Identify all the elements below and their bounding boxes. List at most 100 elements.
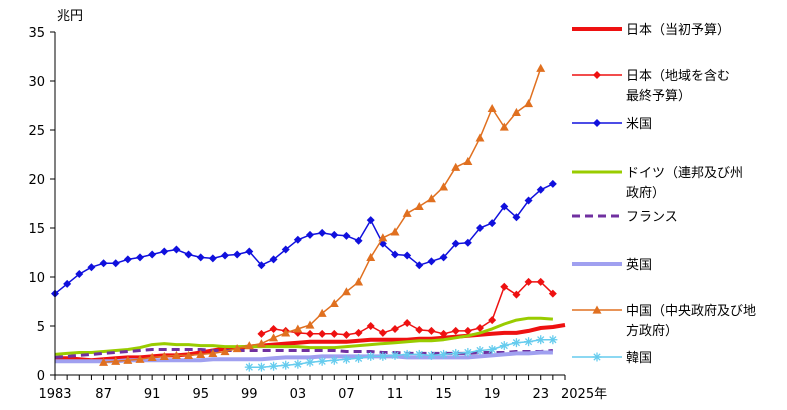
legend-item-france: フランス (572, 210, 678, 225)
data-point-japan-final (476, 323, 484, 332)
data-point-japan-final (536, 277, 545, 286)
data-point-japan-final (391, 324, 399, 333)
data-point-usa (269, 255, 278, 264)
data-point-usa (148, 250, 157, 259)
data-point-japan-final (451, 326, 460, 335)
data-point-usa (488, 219, 497, 228)
data-point-legend-japan-final (593, 71, 601, 79)
legend-label: フランス (626, 210, 678, 225)
data-point-korea (256, 362, 266, 372)
legend-label: 日本（地域を含む (626, 68, 730, 84)
data-point-china (354, 277, 364, 286)
data-point-usa (87, 263, 96, 272)
data-point-china (208, 348, 218, 358)
data-point-japan-final (318, 329, 327, 338)
x-tick-label: 03 (290, 387, 307, 402)
data-point-korea (524, 337, 534, 347)
data-point-china (317, 308, 327, 317)
y-tick-label: 15 (28, 222, 45, 237)
data-point-korea (305, 357, 315, 367)
data-point-usa (330, 230, 339, 239)
data-point-china (475, 133, 485, 142)
data-point-korea (329, 355, 339, 365)
data-point-usa (257, 261, 266, 270)
x-tick-label: 87 (95, 387, 112, 402)
data-point-korea (463, 347, 473, 357)
data-point-korea (499, 341, 509, 351)
data-point-usa (123, 255, 132, 264)
data-point-china (305, 320, 315, 329)
data-point-china (487, 103, 497, 113)
data-point-japan-final (463, 326, 472, 335)
data-point-korea (402, 349, 412, 359)
data-point-usa (354, 236, 363, 245)
data-point-usa (548, 179, 557, 188)
legend-label: 最終予算） (626, 88, 691, 104)
data-point-usa (500, 202, 509, 211)
data-point-usa (512, 213, 521, 222)
legend-label: 韓国 (626, 351, 652, 366)
data-point-usa (172, 245, 181, 254)
series-line-germany (54, 316, 554, 356)
series-korea (244, 335, 558, 372)
data-point-china (232, 344, 242, 353)
data-point-usa (111, 259, 120, 268)
data-point-china (269, 333, 279, 342)
data-point-korea (439, 349, 449, 359)
data-point-china (281, 328, 291, 337)
y-tick-label: 0 (37, 369, 45, 384)
data-point-china (256, 339, 266, 348)
data-point-japan-final (378, 328, 387, 337)
data-point-usa (221, 251, 229, 260)
data-point-japan-final (524, 277, 533, 286)
data-point-japan-final (439, 329, 448, 338)
data-point-china (536, 63, 546, 72)
data-point-japan-final (427, 326, 436, 335)
data-point-legend-usa (593, 119, 601, 127)
data-point-japan-final (403, 319, 412, 328)
data-point-usa (208, 254, 217, 263)
data-point-usa (427, 257, 436, 266)
legend-label: ドイツ（連邦及び州 (626, 166, 743, 181)
series-china (99, 63, 546, 366)
data-point-china (244, 341, 254, 350)
series-japan-final (257, 277, 557, 339)
series-line-china (103, 68, 542, 364)
series-usa (51, 179, 557, 298)
data-point-japan-final (342, 330, 351, 339)
data-point-usa (463, 238, 472, 247)
data-point-japan-final (415, 325, 424, 334)
x-tick-label: 11 (387, 387, 404, 402)
data-point-japan-final (354, 328, 363, 337)
legend-label: 米国 (626, 117, 652, 132)
data-point-usa (342, 231, 351, 240)
data-point-japan-final (548, 289, 557, 298)
data-point-china (293, 324, 303, 333)
data-point-china (511, 107, 521, 116)
data-point-usa (63, 279, 72, 288)
data-point-legend-korea (592, 352, 602, 362)
legend-item-uk: 英国 (572, 258, 652, 273)
data-point-japan-final (488, 316, 497, 325)
data-point-korea (390, 350, 400, 360)
data-point-china (378, 233, 388, 242)
data-point-china (426, 194, 436, 203)
data-point-korea (366, 351, 376, 361)
data-point-korea (269, 361, 279, 371)
data-point-korea (475, 346, 485, 355)
data-point-korea (511, 338, 521, 348)
data-point-china (135, 354, 145, 363)
data-point-usa (536, 185, 545, 194)
data-point-korea (451, 348, 461, 358)
series-line-france (54, 348, 554, 359)
data-point-usa (99, 259, 108, 268)
data-point-japan-final (330, 329, 339, 338)
data-point-china (439, 182, 449, 191)
data-point-china (463, 156, 473, 165)
data-point-usa (293, 235, 302, 244)
legend-label: 政府） (626, 186, 665, 201)
data-point-japan-final (257, 329, 266, 338)
data-point-china (99, 357, 109, 366)
